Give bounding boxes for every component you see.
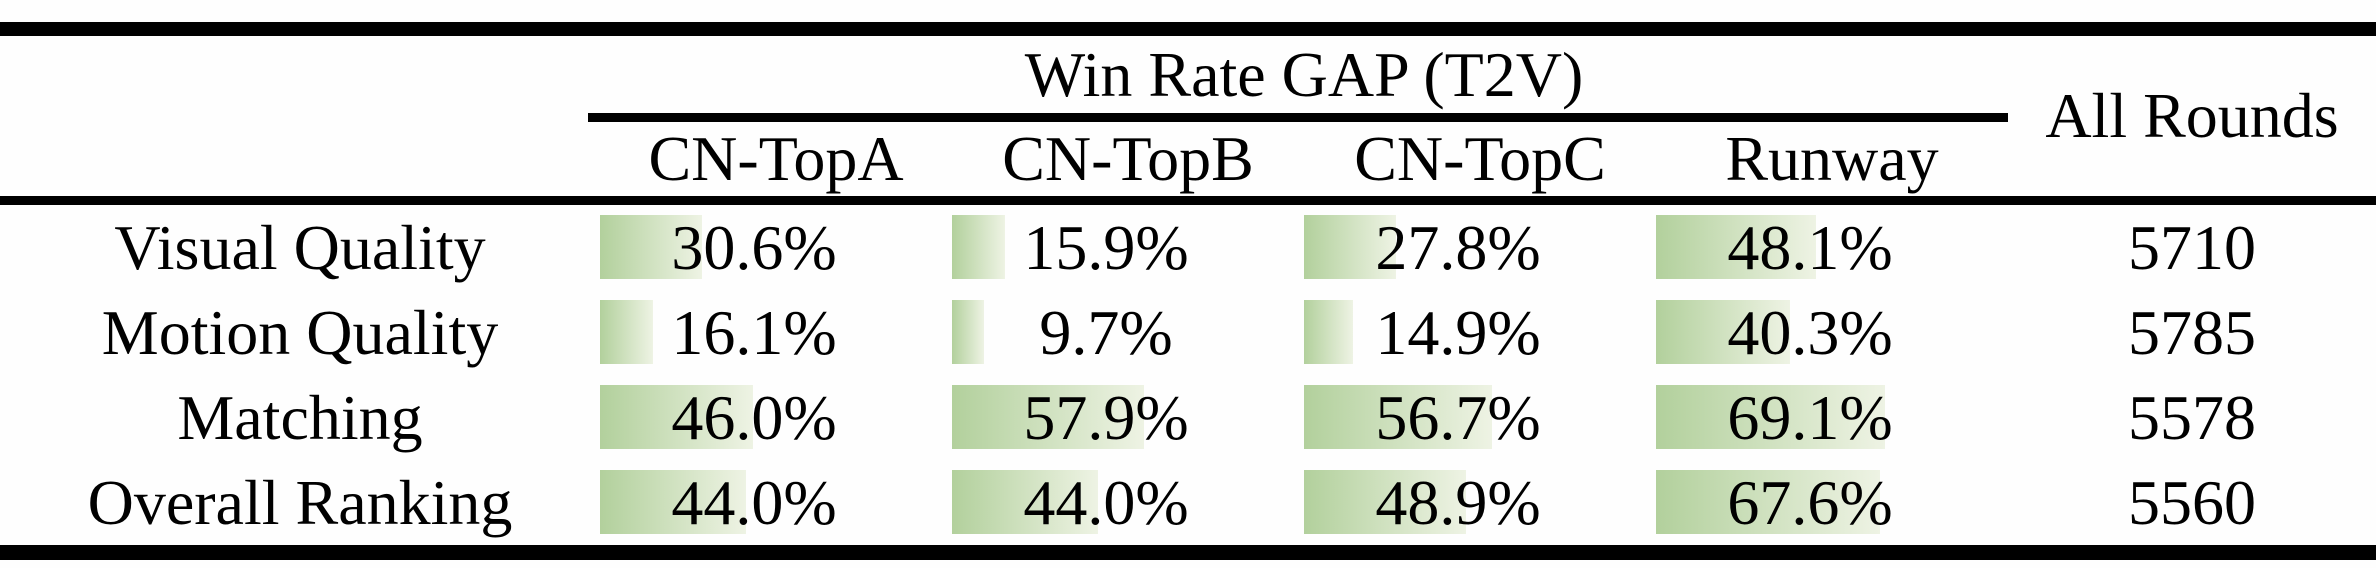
- table-grid: Win Rate GAP (T2V) All Rounds CN-TopA CN…: [0, 36, 2376, 545]
- cell-value: 15.9%: [1023, 211, 1189, 283]
- value-bar: [1656, 300, 1790, 364]
- cell-value: 67.6%: [1727, 466, 1893, 538]
- value-bar: [1656, 385, 1886, 449]
- group-header: Win Rate GAP (T2V): [1024, 38, 1584, 110]
- group-header-underline: [588, 113, 2008, 122]
- cell-value: 14.9%: [1375, 296, 1541, 368]
- cell-value: 48.9%: [1375, 466, 1541, 538]
- all-rounds-value: 5560: [2128, 466, 2256, 538]
- table-bottom-rule: [0, 545, 2376, 560]
- cell-value: 40.3%: [1727, 296, 1893, 368]
- table-cell: 56.7%: [1304, 375, 1656, 460]
- cell-value: 27.8%: [1375, 211, 1541, 283]
- column-header-runway: Runway: [1725, 123, 1939, 194]
- value-bar: [1304, 215, 1397, 279]
- table-cell: 30.6%: [600, 205, 952, 290]
- all-rounds-value: 5785: [2128, 296, 2256, 368]
- table-cell: 44.0%: [952, 460, 1304, 545]
- column-header-cn-topa: CN-TopA: [648, 123, 904, 194]
- column-header-cn-topb: CN-TopB: [1002, 123, 1254, 194]
- value-bar: [600, 215, 702, 279]
- all-rounds-value: 5578: [2128, 381, 2256, 453]
- value-bar: [952, 470, 1099, 534]
- cell-value: 30.6%: [671, 211, 837, 283]
- cell-value: 16.1%: [671, 296, 837, 368]
- value-bar: [1304, 300, 1354, 364]
- table-cell: 44.0%: [600, 460, 952, 545]
- table-cell: 16.1%: [600, 290, 952, 375]
- table-cell: 46.0%: [600, 375, 952, 460]
- table-cell: 67.6%: [1656, 460, 2008, 545]
- all-rounds-value: 5710: [2128, 211, 2256, 283]
- value-bar: [952, 300, 985, 364]
- table-cell: 48.1%: [1656, 205, 2008, 290]
- row-label-motion-quality: Motion Quality: [101, 296, 499, 368]
- column-header-cn-topc: CN-TopC: [1354, 123, 1606, 194]
- table-cell: 14.9%: [1304, 290, 1656, 375]
- value-bar: [952, 215, 1005, 279]
- table-cell: 40.3%: [1656, 290, 2008, 375]
- column-header-all-rounds: All Rounds: [2045, 80, 2339, 151]
- table-cell: 48.9%: [1304, 460, 1656, 545]
- value-bar: [600, 470, 747, 534]
- cell-value: 69.1%: [1727, 381, 1893, 453]
- table-cell: 15.9%: [952, 205, 1304, 290]
- cell-value: 44.0%: [1023, 466, 1189, 538]
- value-bar: [1656, 215, 1816, 279]
- row-label-overall-ranking: Overall Ranking: [87, 466, 513, 538]
- table-cell: 9.7%: [952, 290, 1304, 375]
- cell-value: 56.7%: [1375, 381, 1541, 453]
- value-bar: [600, 385, 753, 449]
- row-label-visual-quality: Visual Quality: [114, 211, 486, 283]
- cell-value: 57.9%: [1023, 381, 1189, 453]
- value-bar: [600, 300, 654, 364]
- table-top-rule: [0, 22, 2376, 36]
- value-bar: [1304, 470, 1467, 534]
- cell-value: 44.0%: [671, 466, 837, 538]
- cell-value: 46.0%: [671, 381, 837, 453]
- cell-value: 48.1%: [1727, 211, 1893, 283]
- table-cell: 57.9%: [952, 375, 1304, 460]
- cell-value: 9.7%: [1039, 296, 1173, 368]
- table-cell: 27.8%: [1304, 205, 1656, 290]
- value-bar: [952, 385, 1145, 449]
- value-bar: [1656, 470, 1881, 534]
- table-cell: 69.1%: [1656, 375, 2008, 460]
- row-label-matching: Matching: [177, 381, 423, 453]
- value-bar: [1304, 385, 1493, 449]
- header-separator-rule: [0, 196, 2376, 205]
